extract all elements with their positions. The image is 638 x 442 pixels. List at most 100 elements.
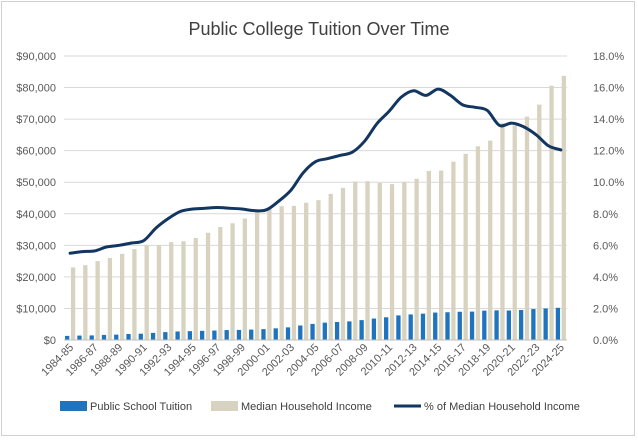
bar-median-household-income (475, 146, 481, 340)
bar-median-household-income (107, 257, 113, 340)
bar-public-school-tuition (408, 314, 413, 340)
bar-median-household-income (426, 170, 432, 340)
bar-public-school-tuition (555, 307, 561, 340)
bar-public-school-tuition (298, 325, 303, 340)
bar-median-household-income (291, 205, 297, 340)
bar-public-school-tuition (469, 311, 475, 340)
bar-public-school-tuition (89, 335, 94, 340)
bar-median-household-income (438, 170, 444, 340)
bar-public-school-tuition (163, 332, 168, 340)
left-tick-label: $50,000 (16, 177, 56, 189)
bar-median-household-income (340, 187, 346, 340)
bar-median-household-income (267, 207, 272, 340)
legend-label: % of Median Household Income (424, 401, 580, 413)
bar-public-school-tuition (261, 329, 266, 340)
left-tick-label: $70,000 (16, 114, 56, 126)
bar-median-household-income (95, 261, 100, 340)
right-tick-label: 6.0% (593, 240, 618, 252)
bar-median-household-income (230, 223, 235, 340)
bar-public-school-tuition (199, 330, 205, 340)
bar-median-household-income (205, 232, 211, 340)
bar-public-school-tuition (396, 315, 401, 340)
bar-median-household-income (365, 181, 370, 340)
bar-median-household-income (218, 227, 223, 340)
bar-public-school-tuition (359, 320, 364, 340)
bar-public-school-tuition (101, 334, 107, 340)
bar-public-school-tuition (420, 313, 426, 340)
bar-median-household-income (451, 161, 456, 340)
bar-median-household-income (377, 182, 382, 340)
bar-median-household-income (181, 241, 186, 340)
bar-median-household-income (524, 116, 530, 340)
line-group (68, 87, 563, 255)
bar-public-school-tuition (187, 331, 193, 340)
left-tick-label: $10,000 (16, 303, 56, 315)
bar-median-household-income (83, 265, 88, 340)
left-tick-label: $30,000 (16, 240, 56, 252)
left-tick-label: $0 (44, 335, 56, 347)
bar-public-school-tuition (114, 334, 119, 340)
bar-median-household-income (120, 253, 125, 340)
chart-title: Public College Tuition Over Time (188, 19, 449, 39)
right-tick-label: 0.0% (593, 335, 618, 347)
bar-public-school-tuition (433, 312, 438, 340)
series-line (68, 87, 563, 255)
legend-label: Public School Tuition (90, 401, 192, 413)
bar-median-household-income (500, 123, 505, 340)
right-tick-label: 10.0% (593, 177, 624, 189)
bar-group (65, 75, 566, 341)
bar-median-household-income (169, 242, 174, 340)
bar-median-household-income (561, 75, 566, 340)
bar-median-household-income (304, 202, 309, 340)
bar-public-school-tuition (543, 308, 548, 340)
bar-median-household-income (70, 267, 76, 340)
bar-public-school-tuition (506, 310, 511, 340)
bar-public-school-tuition (384, 317, 389, 340)
legend: Public School Tuition Median Household In… (60, 401, 580, 413)
bar-public-school-tuition (126, 334, 131, 340)
bar-public-school-tuition (334, 322, 340, 340)
bar-public-school-tuition (531, 309, 536, 340)
left-tick-label: $20,000 (16, 272, 56, 284)
legend-swatch (60, 401, 87, 411)
legend-label: Median Household Income (241, 401, 372, 413)
bar-median-household-income (463, 153, 468, 340)
left-tick-label: $80,000 (16, 83, 56, 95)
chart-frame: Public College Tuition Over Time $0 $10,0… (1, 1, 635, 436)
legend-swatch (211, 401, 238, 411)
bar-public-school-tuition (236, 329, 242, 340)
bar-public-school-tuition (457, 311, 462, 340)
x-axis: 1984-851986-871988-891990-911992-931994-… (39, 339, 567, 379)
bar-public-school-tuition (518, 310, 524, 340)
right-tick-label: 2.0% (593, 303, 618, 315)
right-axis: 0.0% 2.0% 4.0% 6.0% 8.0% 10.0% 12.0% 14.0% 16.0%… (593, 51, 624, 347)
right-tick-label: 8.0% (593, 209, 618, 221)
bar-median-household-income (132, 249, 137, 340)
bar-median-household-income (512, 125, 517, 340)
bar-public-school-tuition (138, 333, 143, 340)
bar-public-school-tuition (150, 332, 156, 340)
bar-public-school-tuition (224, 330, 229, 340)
left-tick-label: $90,000 (16, 51, 56, 63)
bar-public-school-tuition (249, 329, 254, 340)
bar-public-school-tuition (77, 335, 82, 340)
bar-public-school-tuition (175, 331, 180, 340)
bar-median-household-income (144, 245, 149, 340)
bar-public-school-tuition (482, 310, 487, 340)
right-tick-label: 16.0% (593, 83, 624, 95)
bar-median-household-income (353, 181, 358, 340)
bar-public-school-tuition (65, 335, 70, 340)
bar-public-school-tuition (285, 327, 291, 340)
right-tick-label: 14.0% (593, 114, 624, 126)
bar-public-school-tuition (322, 322, 327, 340)
bar-public-school-tuition (310, 323, 315, 340)
right-tick-label: 4.0% (593, 272, 618, 284)
bar-median-household-income (316, 200, 321, 340)
bar-median-household-income (488, 140, 493, 340)
bar-public-school-tuition (445, 312, 450, 340)
bar-median-household-income (242, 218, 247, 340)
left-axis: $0 $10,000 $20,000 $30,000 $40,000 $50,000 $60… (16, 51, 56, 347)
bar-median-household-income (402, 181, 407, 340)
bar-median-household-income (193, 238, 198, 340)
right-tick-label: 18.0% (593, 51, 624, 63)
